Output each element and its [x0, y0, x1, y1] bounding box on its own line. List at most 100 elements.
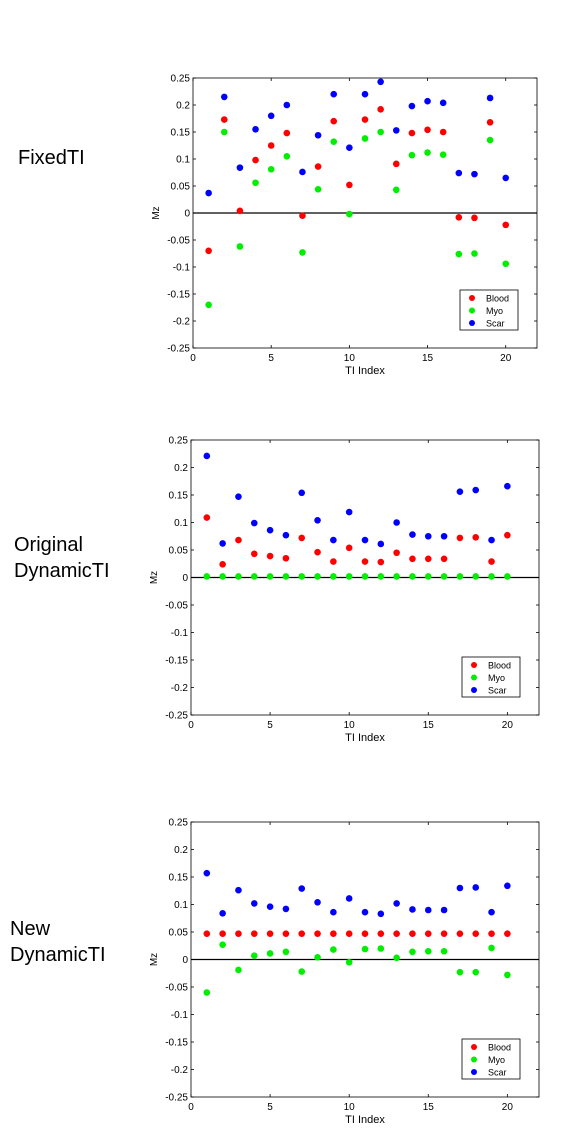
data-point-scar	[205, 189, 212, 197]
legend-marker-myo	[469, 307, 475, 314]
data-point-blood	[439, 128, 447, 136]
data-point-blood	[299, 212, 306, 219]
y-tick-label: -0.2	[173, 317, 191, 328]
data-point-scar	[252, 126, 259, 133]
data-point-scar	[314, 899, 321, 906]
data-point-myo	[424, 149, 431, 156]
y-tick-label: -0.05	[165, 983, 188, 994]
data-point-blood	[266, 552, 274, 560]
data-point-scar	[472, 486, 480, 494]
x-tick-label: 5	[267, 720, 273, 731]
legend-label: Myo	[488, 1055, 505, 1065]
panel-label-line: DynamicTI	[10, 944, 106, 966]
data-point-blood	[314, 930, 321, 937]
data-point-scar	[408, 102, 416, 110]
x-tick-label: 10	[344, 720, 356, 731]
y-tick-label: -0.2	[171, 1065, 189, 1076]
data-point-blood	[330, 930, 337, 937]
data-point-blood	[219, 930, 226, 937]
y-tick-label: 0.15	[169, 491, 189, 502]
data-point-scar	[236, 164, 244, 171]
x-axis-label: TI Index	[345, 365, 385, 377]
data-point-scar	[440, 532, 448, 540]
data-point-myo	[377, 573, 385, 580]
y-axis-label: Mz	[149, 953, 160, 966]
data-point-scar	[456, 884, 464, 892]
legend: Blood Myo Scar	[461, 1038, 521, 1080]
data-point-myo	[235, 573, 242, 580]
data-point-blood	[455, 214, 463, 221]
y-tick-label: 0.2	[174, 845, 188, 856]
data-point-blood	[220, 116, 228, 123]
data-point-myo	[409, 573, 416, 580]
data-point-scar	[393, 900, 400, 907]
data-point-myo	[283, 153, 291, 160]
y-tick-label: 0.25	[169, 818, 189, 829]
y-tick-label: -0.1	[171, 1010, 189, 1021]
x-tick-label: 20	[502, 720, 514, 731]
chart-3: 0.25 0.2 0.15 0.1 0.05 0 -0.05 -0.1 -0.15 -0.2 -0.…	[149, 818, 540, 1126]
data-point-myo	[439, 151, 447, 158]
data-point-myo	[205, 301, 212, 309]
legend-label: Blood	[488, 1043, 511, 1053]
y-tick-label: 0	[182, 955, 188, 966]
data-point-blood	[504, 531, 511, 539]
data-point-blood	[346, 181, 353, 189]
data-point-scar	[455, 169, 463, 177]
y-tick-label: -0.15	[165, 656, 188, 667]
data-point-blood	[440, 930, 448, 937]
y-tick-label: 0.05	[169, 546, 189, 557]
data-point-blood	[282, 930, 290, 937]
data-point-scar	[219, 910, 226, 917]
data-point-scar	[440, 906, 448, 914]
panel-label-original-dynamicti: Original DynamicTI	[14, 532, 110, 584]
y-tick-label: 0	[184, 209, 190, 220]
data-point-blood	[424, 126, 431, 134]
y-tick-label: 0.1	[174, 518, 188, 529]
data-point-myo	[250, 573, 258, 580]
data-point-myo	[330, 138, 338, 146]
data-point-scar	[424, 97, 431, 105]
data-point-scar	[314, 131, 322, 139]
x-tick-label: 20	[500, 353, 512, 364]
data-point-blood	[456, 930, 464, 937]
data-point-blood	[440, 555, 448, 563]
data-point-myo	[472, 573, 480, 580]
data-point-scar	[409, 906, 416, 913]
y-tick-label: 0	[182, 573, 188, 584]
data-point-scar	[330, 536, 337, 544]
data-point-blood	[203, 514, 211, 521]
data-point-scar	[392, 127, 400, 134]
data-point-blood	[235, 930, 242, 937]
data-point-myo	[409, 948, 416, 956]
data-point-myo	[252, 179, 259, 187]
data-point-myo	[440, 947, 448, 955]
data-point-myo	[393, 954, 400, 962]
data-point-myo	[345, 958, 353, 966]
data-point-myo	[314, 573, 321, 580]
data-point-myo	[392, 186, 400, 194]
legend-marker-myo	[471, 674, 477, 681]
data-point-myo	[266, 573, 274, 580]
data-point-blood	[205, 247, 212, 255]
legend-label: Scar	[488, 686, 507, 696]
legend-marker-scar	[471, 1069, 477, 1075]
legend-label: Scar	[488, 1068, 507, 1078]
data-point-scar	[488, 536, 495, 544]
data-point-blood	[504, 930, 511, 937]
data-point-blood	[345, 930, 353, 937]
y-tick-label: 0.25	[169, 436, 189, 447]
data-point-blood	[471, 214, 478, 222]
data-point-blood	[266, 930, 274, 937]
data-point-scar	[314, 517, 321, 524]
data-point-scar	[488, 908, 495, 916]
data-point-scar	[361, 536, 369, 544]
data-point-scar	[502, 174, 510, 182]
data-point-scar	[409, 531, 416, 538]
legend-marker-blood	[469, 295, 475, 301]
data-point-blood	[409, 555, 416, 563]
data-point-blood	[330, 558, 337, 565]
data-point-blood	[409, 930, 416, 937]
legend-label: Blood	[486, 294, 509, 304]
legend-marker-blood	[471, 1044, 477, 1050]
